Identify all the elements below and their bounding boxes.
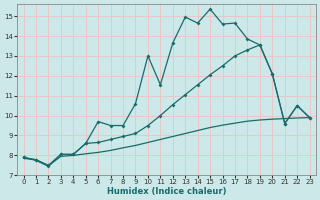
X-axis label: Humidex (Indice chaleur): Humidex (Indice chaleur) <box>107 187 226 196</box>
